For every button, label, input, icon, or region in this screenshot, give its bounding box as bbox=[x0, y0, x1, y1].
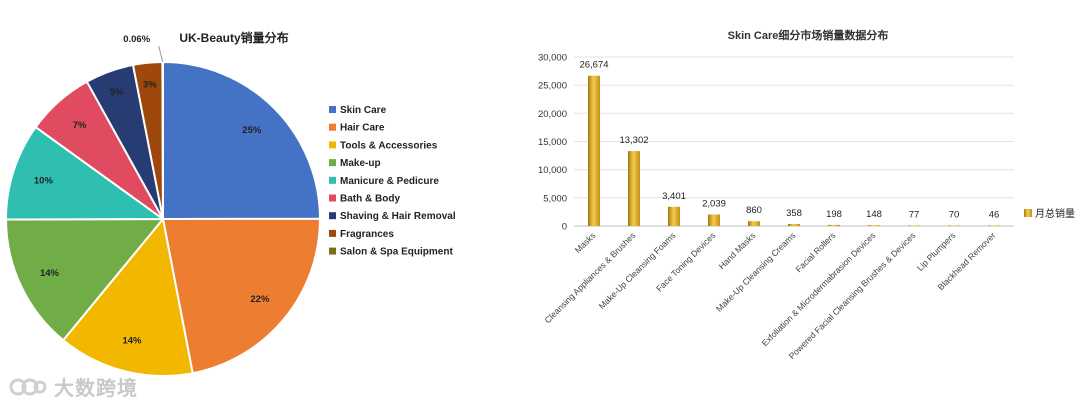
pie-slice-1 bbox=[161, 217, 322, 375]
bar-1 bbox=[628, 151, 640, 226]
pie-legend-label-1: Hair Care bbox=[340, 123, 385, 134]
pie-legend-swatch-8 bbox=[329, 247, 336, 255]
pie-legend-label-3: Make-up bbox=[340, 158, 381, 169]
pie-label-1: 22% bbox=[250, 294, 270, 305]
bar-data-label-9: 70 bbox=[949, 209, 960, 220]
bar-data-label-8: 77 bbox=[909, 209, 920, 220]
bar-data-label-1: 13,302 bbox=[619, 135, 648, 146]
bar-data-label-4: 860 bbox=[746, 205, 762, 216]
pie-label-3: 14% bbox=[40, 268, 60, 279]
bar-9 bbox=[948, 225, 960, 226]
bar-data-label-7: 148 bbox=[866, 209, 882, 220]
pie-label-5: 7% bbox=[73, 120, 87, 131]
bar-data-labels: 26,674 13,302 3,401 2,039 860 358 198 148 77 70 46 bbox=[579, 60, 999, 221]
pie-legend-swatch-5 bbox=[329, 194, 336, 202]
bar-legend-swatch bbox=[1024, 209, 1032, 217]
bar-6 bbox=[828, 224, 840, 226]
pie-label-8: 0.06% bbox=[123, 34, 150, 45]
bar-data-label-5: 358 bbox=[786, 208, 802, 219]
bar-y-tick-label: 10,000 bbox=[538, 165, 567, 176]
bar-chart: Skin Care细分市场销量数据分布 0 5,000 10,000 15,000 20… bbox=[538, 28, 1075, 361]
pie-legend-label-2: Tools & Accessories bbox=[340, 140, 438, 151]
pie-legend-swatch-6 bbox=[329, 212, 336, 220]
bar-x-tick-label-9: Lip Plumpers bbox=[915, 230, 958, 273]
pie-labels: 25% 22% 14% 14% 10% 7% 5% 3% 0.06% bbox=[34, 34, 270, 347]
pie-leader-line bbox=[158, 45, 164, 63]
bar-x-tick-label-4: Hand Masks bbox=[717, 230, 758, 271]
watermark: 大数跨境 bbox=[8, 372, 138, 401]
bar-data-label-10: 46 bbox=[989, 209, 1000, 220]
bar-y-tick-label: 5,000 bbox=[543, 193, 567, 204]
bar-3 bbox=[708, 214, 720, 226]
bar-10 bbox=[988, 225, 1000, 226]
pie-slice-2 bbox=[61, 216, 194, 378]
pie-legend-label-5: Bath & Body bbox=[340, 194, 400, 205]
bar-y-tick-label: 20,000 bbox=[538, 109, 567, 120]
pie-legend: Skin Care Hair Care Tools & Accessories Mak… bbox=[329, 105, 456, 258]
bar-x-tick-label-0: Masks bbox=[573, 230, 598, 255]
bar-y-tick-label: 0 bbox=[562, 222, 567, 233]
bar-x-tick-label-6: Facial Rollers bbox=[794, 230, 838, 274]
bar-x-tick-label-2: Make-Up Cleansing Foams bbox=[597, 230, 678, 311]
bar-y-tick-label: 30,000 bbox=[538, 53, 567, 64]
bar-legend: 月总销量 bbox=[1024, 207, 1075, 220]
bar-2 bbox=[668, 206, 680, 226]
pie-legend-label-7: Fragrances bbox=[340, 229, 394, 240]
bar-data-label-6: 198 bbox=[826, 209, 842, 220]
bar-y-axis: 0 5,000 10,000 15,000 20,000 25,000 30,000 bbox=[538, 53, 567, 233]
bar-5 bbox=[788, 224, 800, 226]
bar-7 bbox=[868, 225, 880, 226]
pie-label-7: 3% bbox=[143, 80, 157, 91]
bar-bars bbox=[588, 75, 1000, 226]
pie-slice-8 bbox=[161, 60, 164, 220]
pie-legend-label-6: Shaving & Hair Removal bbox=[340, 211, 456, 222]
bar-title: Skin Care细分市场销量数据分布 bbox=[728, 28, 889, 42]
bar-y-tick-label: 15,000 bbox=[538, 137, 567, 148]
bar-data-label-2: 3,401 bbox=[662, 191, 686, 202]
bar-y-tick-label: 25,000 bbox=[538, 81, 567, 92]
bar-legend-label: 月总销量 bbox=[1035, 207, 1075, 220]
pie-legend-swatch-7 bbox=[329, 229, 336, 237]
pie-legend-swatch-3 bbox=[329, 159, 336, 167]
bar-8 bbox=[908, 225, 920, 226]
pie-label-0: 25% bbox=[242, 125, 262, 136]
pie-legend-label-0: Skin Care bbox=[340, 105, 387, 116]
pie-legend-label-4: Manicure & Pedicure bbox=[340, 176, 439, 187]
pie-slice-0 bbox=[162, 60, 322, 221]
bar-0 bbox=[588, 75, 600, 226]
bar-data-label-0: 26,674 bbox=[579, 60, 608, 71]
bar-x-tick-label-5: Make-Up Cleansing Creams bbox=[714, 230, 797, 313]
pie-label-4: 10% bbox=[34, 176, 54, 187]
pie-slice-3 bbox=[4, 217, 166, 342]
bar-4 bbox=[748, 221, 760, 226]
watermark-logo-icon bbox=[9, 378, 47, 395]
pie-legend-swatch-1 bbox=[329, 123, 336, 131]
pie-slice-4 bbox=[4, 125, 167, 221]
pie-title: UK-Beauty销量分布 bbox=[179, 30, 288, 45]
bar-data-label-3: 2,039 bbox=[702, 199, 726, 210]
pie-label-2: 14% bbox=[122, 336, 142, 347]
pie-legend-swatch-4 bbox=[329, 176, 336, 184]
pie-label-6: 5% bbox=[110, 87, 124, 98]
pie-chart: UK-Beauty销量分布 25% 22% 14% 14% 10% 7% 5% 3% 0.06%… bbox=[4, 30, 456, 378]
pie-legend-swatch-2 bbox=[329, 141, 336, 149]
pie-legend-swatch-0 bbox=[329, 106, 336, 113]
pie-slices bbox=[4, 60, 322, 378]
pie-legend-label-8: Salon & Spa Equipment bbox=[340, 247, 453, 258]
watermark-text: 大数跨境 bbox=[54, 378, 138, 400]
